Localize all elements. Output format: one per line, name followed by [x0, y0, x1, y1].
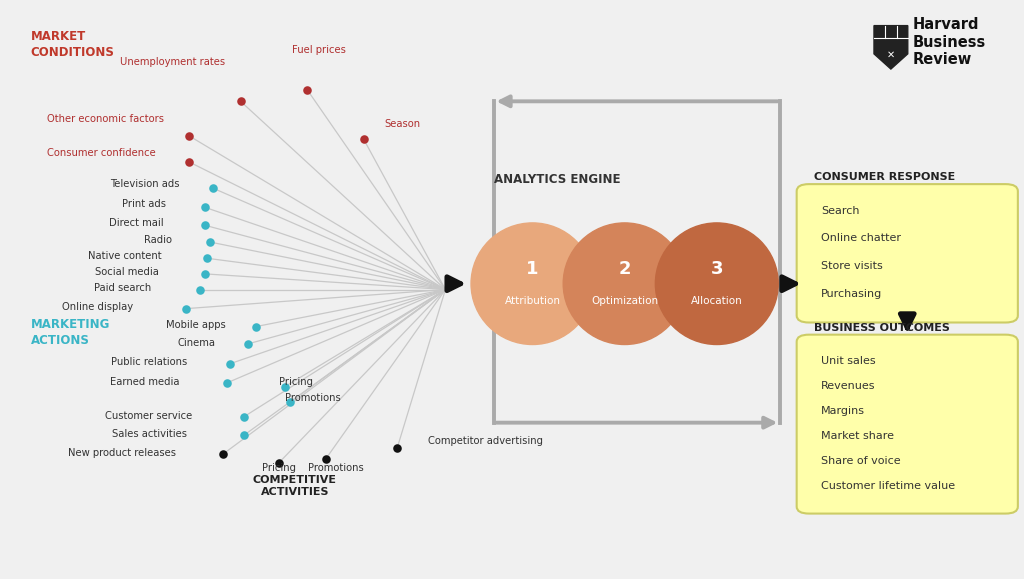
- Text: New product releases: New product releases: [69, 448, 176, 458]
- Text: Harvard
Business
Review: Harvard Business Review: [912, 17, 986, 67]
- Text: Search: Search: [821, 206, 860, 215]
- Text: Earned media: Earned media: [110, 377, 179, 387]
- Point: [202, 237, 218, 247]
- Point: [197, 203, 213, 212]
- Text: ANALYTICS ENGINE: ANALYTICS ENGINE: [494, 173, 621, 186]
- Text: Print ads: Print ads: [122, 199, 166, 210]
- Text: Social media: Social media: [95, 267, 159, 277]
- Text: Margins: Margins: [821, 406, 865, 416]
- Ellipse shape: [563, 223, 686, 345]
- Point: [240, 339, 256, 349]
- Text: Purchasing: Purchasing: [821, 289, 883, 299]
- Text: Share of voice: Share of voice: [821, 456, 901, 466]
- Point: [205, 184, 221, 193]
- Text: Unemployment rates: Unemployment rates: [120, 57, 225, 67]
- Text: Market share: Market share: [821, 431, 894, 441]
- Text: Allocation: Allocation: [691, 296, 742, 306]
- Ellipse shape: [471, 223, 594, 345]
- Text: Other economic factors: Other economic factors: [47, 113, 164, 124]
- Point: [191, 285, 208, 294]
- Text: Competitor advertising: Competitor advertising: [428, 436, 543, 446]
- Text: Consumer confidence: Consumer confidence: [47, 148, 156, 159]
- Text: Paid search: Paid search: [94, 283, 152, 294]
- Text: Mobile apps: Mobile apps: [166, 320, 225, 331]
- Point: [215, 449, 231, 459]
- Point: [236, 431, 252, 440]
- Text: Pricing: Pricing: [279, 377, 312, 387]
- Text: Radio: Radio: [144, 235, 172, 245]
- Text: Fuel prices: Fuel prices: [292, 45, 346, 55]
- Text: Online chatter: Online chatter: [821, 233, 901, 243]
- Text: Public relations: Public relations: [112, 357, 187, 368]
- Text: Promotions: Promotions: [308, 463, 364, 473]
- Text: 3: 3: [711, 260, 723, 278]
- Text: CONSUMER RESPONSE: CONSUMER RESPONSE: [814, 173, 955, 182]
- Text: 2: 2: [618, 260, 631, 278]
- Point: [199, 254, 215, 263]
- Point: [270, 459, 287, 468]
- Point: [222, 359, 239, 368]
- Text: Optimization: Optimization: [591, 296, 658, 306]
- Point: [236, 412, 252, 422]
- Text: Native content: Native content: [88, 251, 162, 262]
- Text: Promotions: Promotions: [285, 393, 340, 404]
- Text: Cinema: Cinema: [177, 338, 215, 348]
- Point: [219, 378, 236, 387]
- Text: Customer service: Customer service: [105, 411, 193, 421]
- Text: MARKETING
ACTIONS: MARKETING ACTIONS: [31, 318, 111, 347]
- FancyBboxPatch shape: [797, 335, 1018, 514]
- Text: Attribution: Attribution: [505, 296, 560, 306]
- FancyBboxPatch shape: [797, 184, 1018, 323]
- Point: [197, 269, 213, 278]
- Text: ✕: ✕: [887, 50, 895, 60]
- Point: [181, 131, 198, 141]
- Text: Season: Season: [384, 119, 420, 130]
- Point: [232, 97, 249, 106]
- Point: [178, 304, 195, 313]
- Text: BUSINESS OUTCOMES: BUSINESS OUTCOMES: [814, 323, 950, 333]
- Point: [197, 221, 213, 230]
- Text: Unit sales: Unit sales: [821, 356, 876, 366]
- Point: [276, 382, 293, 391]
- Text: Revenues: Revenues: [821, 381, 876, 391]
- Point: [282, 398, 298, 407]
- Text: COMPETITIVE
ACTIVITIES: COMPETITIVE ACTIVITIES: [253, 475, 337, 497]
- PathPatch shape: [874, 25, 908, 69]
- Point: [248, 322, 264, 331]
- Text: Direct mail: Direct mail: [110, 218, 164, 228]
- Point: [181, 157, 198, 167]
- Point: [389, 443, 406, 452]
- Text: 1: 1: [526, 260, 539, 278]
- Text: Customer lifetime value: Customer lifetime value: [821, 481, 955, 490]
- Ellipse shape: [655, 223, 778, 345]
- Point: [299, 85, 315, 94]
- Text: MARKET
CONDITIONS: MARKET CONDITIONS: [31, 30, 115, 58]
- Point: [355, 134, 372, 144]
- Text: Sales activities: Sales activities: [113, 429, 187, 439]
- Point: [317, 455, 334, 464]
- Text: Store visits: Store visits: [821, 261, 883, 271]
- Text: Pricing: Pricing: [261, 463, 296, 473]
- Text: Television ads: Television ads: [110, 179, 179, 189]
- Text: Online display: Online display: [62, 302, 133, 312]
